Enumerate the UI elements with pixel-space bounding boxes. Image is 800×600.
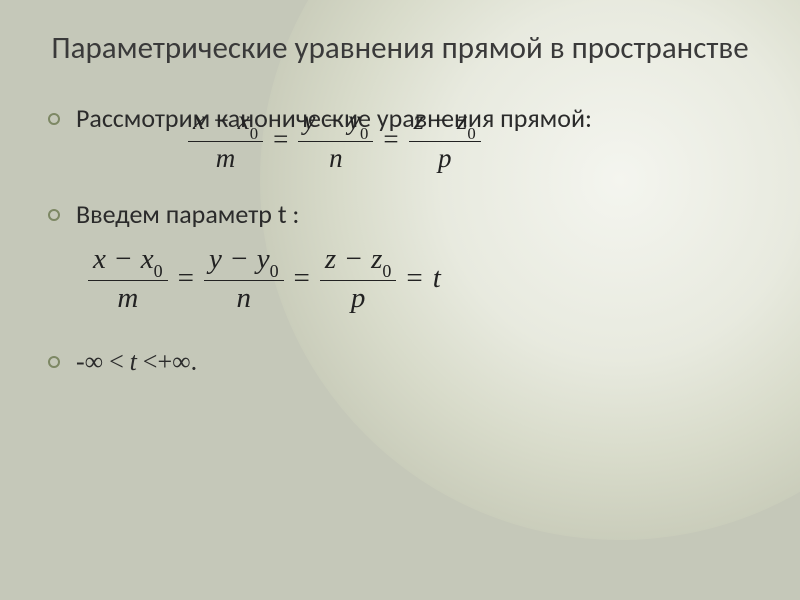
bullet-marker-icon xyxy=(48,356,60,368)
slide: Параметрические уравнения прямой в прост… xyxy=(0,0,800,600)
bullet-marker-icon xyxy=(48,113,60,125)
bullet-marker-icon xyxy=(48,209,60,221)
equals-icon: = xyxy=(271,124,290,155)
frac-y: y − y0 n xyxy=(298,106,373,172)
slide-title: Параметрические уравнения прямой в прост… xyxy=(48,30,752,67)
parameter-t: t xyxy=(433,262,441,295)
frac-x: x − x0 m xyxy=(188,106,263,172)
canonical-equation: x − x0 m = y − y0 n = z − z0 p xyxy=(188,106,752,172)
equals-icon: = xyxy=(381,124,400,155)
frac-x-2: x − x0 m xyxy=(88,244,168,314)
frac-z-2: z − z0 p xyxy=(320,244,396,314)
bullet-3-text: -∞ < t < +∞ . xyxy=(76,344,197,379)
parametric-equation: x − x0 m = y − y0 n = z − z0 p = t xyxy=(88,244,752,314)
bullet-2: Введем параметр t : xyxy=(48,197,752,232)
frac-z: z − z0 p xyxy=(409,106,481,172)
bullet-2-text: Введем параметр t : xyxy=(76,197,299,232)
bullet-3: -∞ < t < +∞ . xyxy=(48,344,752,379)
frac-y-2: y − y0 n xyxy=(204,244,284,314)
